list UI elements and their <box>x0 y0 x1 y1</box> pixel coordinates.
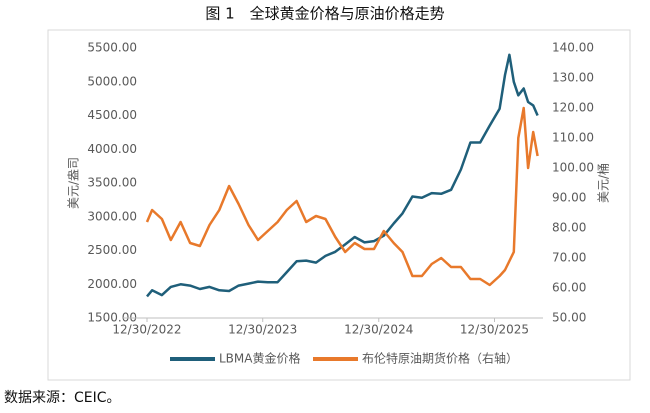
y-tick-label: 4000.00 <box>87 142 137 156</box>
chart-frame <box>47 29 631 381</box>
series-line <box>146 53 539 298</box>
source-note: 数据来源：CEIC。 <box>4 390 121 406</box>
y-tick-label: 5500.00 <box>87 41 137 55</box>
y2-tick-label: 70.00 <box>552 251 586 265</box>
y-tick-label: 3000.00 <box>87 209 137 223</box>
y2-tick-label: 130.00 <box>552 71 594 85</box>
legend-label: 布伦特原油期货价格（右轴） <box>362 351 518 366</box>
y2-tick-label: 100.00 <box>552 161 594 175</box>
y2-tick-label: 110.00 <box>552 131 594 145</box>
y-tick-label: 5000.00 <box>87 74 137 88</box>
y-tick-label: 4500.00 <box>87 108 137 122</box>
x-tick-label: 12/30/2023 <box>228 323 297 337</box>
y2-tick-label: 60.00 <box>552 281 586 295</box>
x-tick-label: 12/30/2022 <box>112 323 181 337</box>
x-tick-label: 12/30/2025 <box>460 323 529 337</box>
y2-tick-label: 80.00 <box>552 221 586 235</box>
y-tick-label: 2500.00 <box>87 243 137 257</box>
y2-axis-label: 美元/桶 <box>596 163 611 203</box>
legend-label: LBMA黄金价格 <box>219 351 300 366</box>
y2-tick-label: 50.00 <box>552 311 586 325</box>
y-tick-label: 2000.00 <box>87 277 137 291</box>
chart-title: 图 1 全球黄金价格与原油价格走势 <box>205 5 444 23</box>
y-tick-label: 1500.00 <box>87 311 137 325</box>
series-line <box>145 106 539 287</box>
y-tick-label: 3500.00 <box>87 176 137 190</box>
y-axis-label: 美元/盎司 <box>67 157 81 209</box>
x-tick-label: 12/30/2024 <box>344 323 413 337</box>
y2-tick-label: 120.00 <box>552 101 594 115</box>
y2-tick-label: 90.00 <box>552 191 586 205</box>
y2-tick-label: 140.00 <box>552 41 594 55</box>
